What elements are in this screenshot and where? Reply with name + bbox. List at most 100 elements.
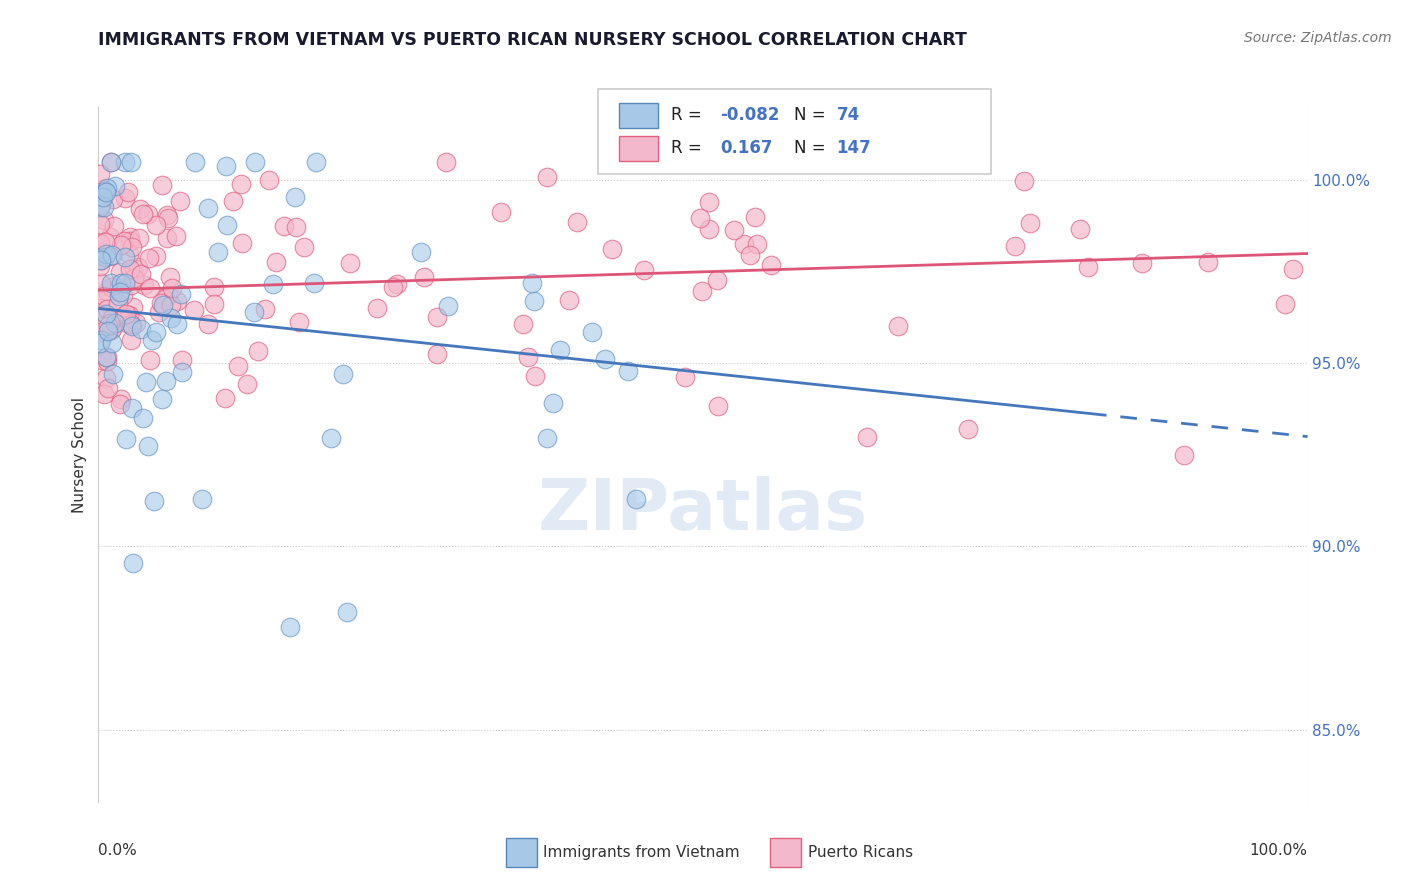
Point — [90, 245, 112, 260]
Point — [89, 301, 111, 315]
Point — [127, 260, 149, 274]
Point — [231, 235, 253, 250]
Point — [150, 178, 173, 193]
Point — [121, 556, 143, 570]
Text: Immigrants from Vietnam: Immigrants from Vietnam — [543, 846, 740, 860]
Point — [215, 218, 238, 232]
Point — [94, 247, 117, 261]
Point — [103, 192, 125, 206]
Point — [93, 250, 115, 264]
Point — [111, 288, 134, 302]
Point — [517, 350, 540, 364]
Point — [100, 323, 122, 337]
Point — [90, 252, 112, 267]
Point — [117, 185, 139, 199]
Point — [96, 350, 118, 364]
Point — [108, 285, 131, 300]
Text: 100.0%: 100.0% — [1250, 843, 1308, 858]
Point — [103, 367, 125, 381]
Point — [412, 270, 434, 285]
Point — [100, 311, 122, 326]
Point — [339, 255, 361, 269]
Point — [155, 374, 177, 388]
Point — [120, 234, 142, 248]
Point — [1173, 448, 1195, 462]
Point — [321, 431, 343, 445]
Point — [697, 222, 720, 236]
Point — [202, 296, 225, 310]
Point — [292, 240, 315, 254]
Point — [115, 307, 138, 321]
Point — [98, 317, 121, 331]
Point — [548, 343, 571, 357]
Point — [104, 179, 127, 194]
Point — [121, 318, 143, 333]
Point — [536, 169, 558, 184]
Point — [436, 155, 458, 169]
Point — [136, 439, 159, 453]
Point — [139, 352, 162, 367]
Point — [89, 326, 111, 340]
Point — [100, 248, 122, 262]
Point — [98, 230, 121, 244]
Point — [150, 392, 173, 407]
Point — [190, 492, 212, 507]
Point — [278, 620, 301, 634]
Point — [97, 381, 120, 395]
Point — [100, 155, 122, 169]
Point — [94, 309, 117, 323]
Point — [165, 228, 187, 243]
Point — [1004, 239, 1026, 253]
Point — [302, 276, 325, 290]
Point — [150, 296, 173, 310]
Text: ZIPatlas: ZIPatlas — [538, 476, 868, 545]
Point — [437, 299, 460, 313]
Point — [160, 311, 183, 326]
Point — [114, 250, 136, 264]
Text: R =: R = — [671, 139, 711, 157]
Point — [159, 297, 181, 311]
Point — [159, 269, 181, 284]
Text: 147: 147 — [837, 139, 872, 157]
Point — [101, 322, 124, 336]
Point — [633, 262, 655, 277]
Y-axis label: Nursery School: Nursery School — [72, 397, 87, 513]
Point — [118, 308, 141, 322]
Point — [94, 185, 117, 199]
Point — [96, 284, 118, 298]
Point — [89, 217, 111, 231]
Point — [145, 218, 167, 232]
Text: N =: N = — [794, 106, 831, 124]
Point — [120, 334, 142, 348]
Point — [673, 370, 696, 384]
Point — [1077, 260, 1099, 275]
Point — [887, 319, 910, 334]
Point — [855, 429, 877, 443]
Point — [197, 201, 219, 215]
Point — [761, 258, 783, 272]
Point — [103, 219, 125, 233]
Point — [366, 301, 388, 315]
Point — [1274, 296, 1296, 310]
Point — [138, 251, 160, 265]
Text: -0.082: -0.082 — [720, 106, 779, 124]
Point — [744, 210, 766, 224]
Point — [169, 194, 191, 209]
Point — [262, 277, 284, 292]
Point — [336, 606, 359, 620]
Point — [747, 237, 769, 252]
Point — [136, 207, 159, 221]
Point — [89, 336, 111, 351]
Point — [1018, 217, 1040, 231]
Point — [284, 190, 307, 204]
Point — [156, 208, 179, 222]
Point — [90, 276, 112, 290]
Text: Source: ZipAtlas.com: Source: ZipAtlas.com — [1244, 31, 1392, 45]
Point — [522, 276, 544, 290]
Point — [121, 401, 143, 415]
Point — [135, 375, 157, 389]
Point — [145, 250, 167, 264]
Point — [246, 344, 269, 359]
Point — [129, 202, 152, 216]
Point — [305, 155, 328, 169]
